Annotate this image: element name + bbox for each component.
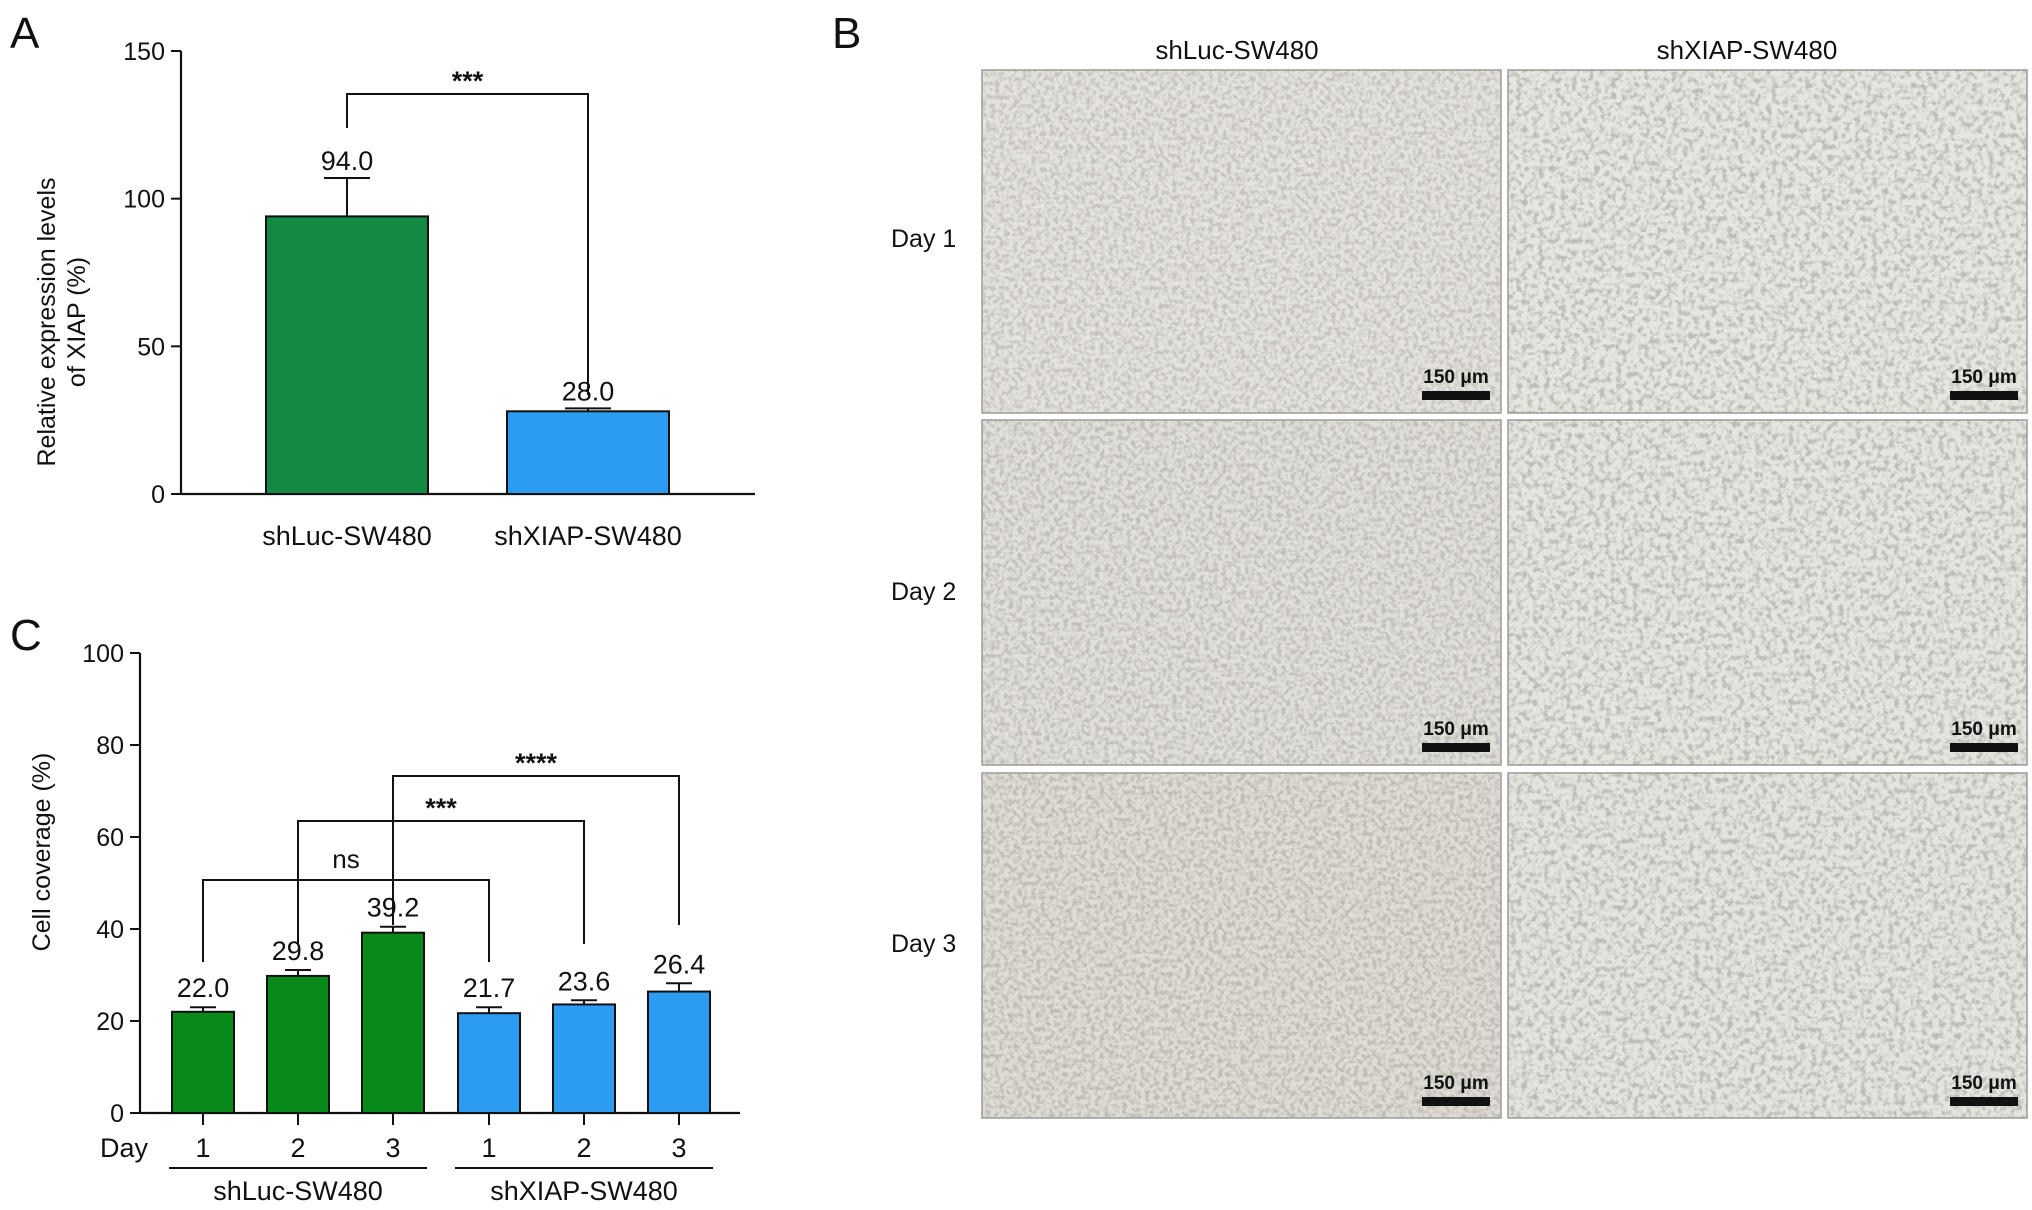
micrograph-column-header-2: shXIAP-SW480 — [1657, 35, 1838, 65]
scale-bar-label: 150 μm — [1951, 367, 2017, 388]
micrograph-day3-shluc: 150 μm — [981, 772, 1502, 1119]
chart-c-significance-label: ns — [332, 844, 359, 874]
chart-c-data-label: 22.0 — [177, 973, 230, 1003]
panel-letter-a: A — [10, 9, 40, 58]
chart-c-significance-bracket — [297, 820, 585, 944]
scale-bar — [1422, 1097, 1490, 1106]
chart-a-significance-bracket — [346, 93, 589, 395]
chart-a-x-tick-label: shXIAP-SW480 — [494, 521, 682, 551]
chart-c-bar — [552, 1003, 616, 1114]
micrograph-day2-shluc: 150 μm — [981, 419, 1502, 766]
chart-c-bar — [361, 931, 425, 1114]
chart-a-y-axis-title-line-1: Relative expression levels — [33, 177, 61, 466]
chart-a-y-axis-title-line-2: of XIAP (%) — [63, 257, 91, 387]
chart-c-y-tick-label: 80 — [96, 732, 124, 760]
chart-a-x-tick-label: shLuc-SW480 — [262, 521, 432, 551]
micrograph-row-label-1: Day 1 — [891, 225, 956, 253]
micrograph-row-label-2: Day 2 — [891, 578, 956, 606]
micrograph-day1-shluc: 150 μm — [981, 69, 1502, 414]
chart-c-bar — [457, 1012, 521, 1114]
chart-a-data-label: 94.0 — [321, 146, 374, 176]
chart-c-significance-label: *** — [425, 793, 457, 823]
chart-c-significance-bracket — [392, 775, 680, 925]
chart-c-bar — [266, 974, 330, 1114]
scale-bar — [1950, 1097, 2018, 1106]
chart-c-significance-label: **** — [515, 748, 558, 778]
chart-c-x-tick-label: 1 — [481, 1133, 496, 1163]
chart-c-data-label: 26.4 — [653, 949, 706, 979]
chart-a-y-tick-label: 50 — [137, 333, 165, 361]
chart-c-x-tick-label: 3 — [385, 1133, 400, 1163]
scale-bar — [1422, 391, 1490, 400]
scale-bar-label: 150 μm — [1423, 719, 1489, 740]
scale-bar — [1950, 743, 2018, 752]
chart-a-y-tick-label: 0 — [151, 481, 165, 509]
chart-c-bar — [647, 990, 711, 1114]
chart-a-bar-chart: Relative expression levels of XIAP (%) 0… — [33, 38, 755, 551]
chart-c-y-tick-label: 60 — [96, 824, 124, 852]
chart-c-x-tick-label: 3 — [671, 1133, 686, 1163]
chart-a-bar — [506, 410, 670, 496]
chart-c-x-tick-label: 2 — [290, 1133, 305, 1163]
chart-a-y-tick-label: 150 — [123, 38, 165, 66]
scale-bar — [1422, 743, 1490, 752]
micrograph-row-label-3: Day 3 — [891, 930, 956, 958]
chart-a-significance-label: *** — [452, 66, 484, 96]
chart-c-y-tick-label: 100 — [82, 640, 124, 668]
micrograph-column-header-1: shLuc-SW480 — [1155, 35, 1318, 65]
chart-c-bar-chart: Cell coverage (%) Day 0 20 40 60 80 100 22.0 1 2… — [28, 640, 740, 1206]
micrograph-panel-b: shLuc-SW480 shXIAP-SW480 Day 1 Day 2 Day… — [891, 35, 2028, 1119]
chart-a-bar — [265, 215, 429, 496]
chart-a-y-axis-title: Relative expression levels of XIAP (%) — [33, 177, 91, 466]
chart-c-x-tick-label: 2 — [576, 1133, 591, 1163]
chart-c-y-tick-label: 20 — [96, 1008, 124, 1036]
chart-c-y-axis-title: Cell coverage (%) — [28, 753, 56, 952]
scale-bar-label: 150 μm — [1951, 1073, 2017, 1094]
panel-letter-b: B — [832, 9, 861, 58]
panel-letter-c: C — [10, 611, 42, 660]
chart-a-y-tick-label: 100 — [123, 186, 165, 214]
scale-bar-label: 150 μm — [1423, 1073, 1489, 1094]
scale-bar-label: 150 μm — [1951, 719, 2017, 740]
micrograph-day2-shxiap: 150 μm — [1507, 419, 2028, 766]
scale-bar — [1950, 391, 2018, 400]
chart-c-group-label: shXIAP-SW480 — [490, 1176, 678, 1206]
chart-c-bar — [171, 1010, 235, 1114]
chart-c-y-tick-label: 40 — [96, 916, 124, 944]
scale-bar-label: 150 μm — [1423, 367, 1489, 388]
micrograph-day1-shxiap: 150 μm — [1507, 69, 2028, 414]
chart-c-y-tick-label: 0 — [110, 1100, 124, 1128]
chart-c-significance-bracket — [202, 879, 490, 962]
chart-c-group-label: shLuc-SW480 — [213, 1176, 383, 1206]
micrograph-day3-shxiap: 150 μm — [1507, 772, 2028, 1119]
chart-c-x-tick-label: 1 — [195, 1133, 210, 1163]
chart-c-x-prefix-label: Day — [100, 1133, 149, 1163]
chart-c-data-label: 23.6 — [558, 966, 611, 996]
chart-c-data-label: 21.7 — [463, 973, 516, 1003]
